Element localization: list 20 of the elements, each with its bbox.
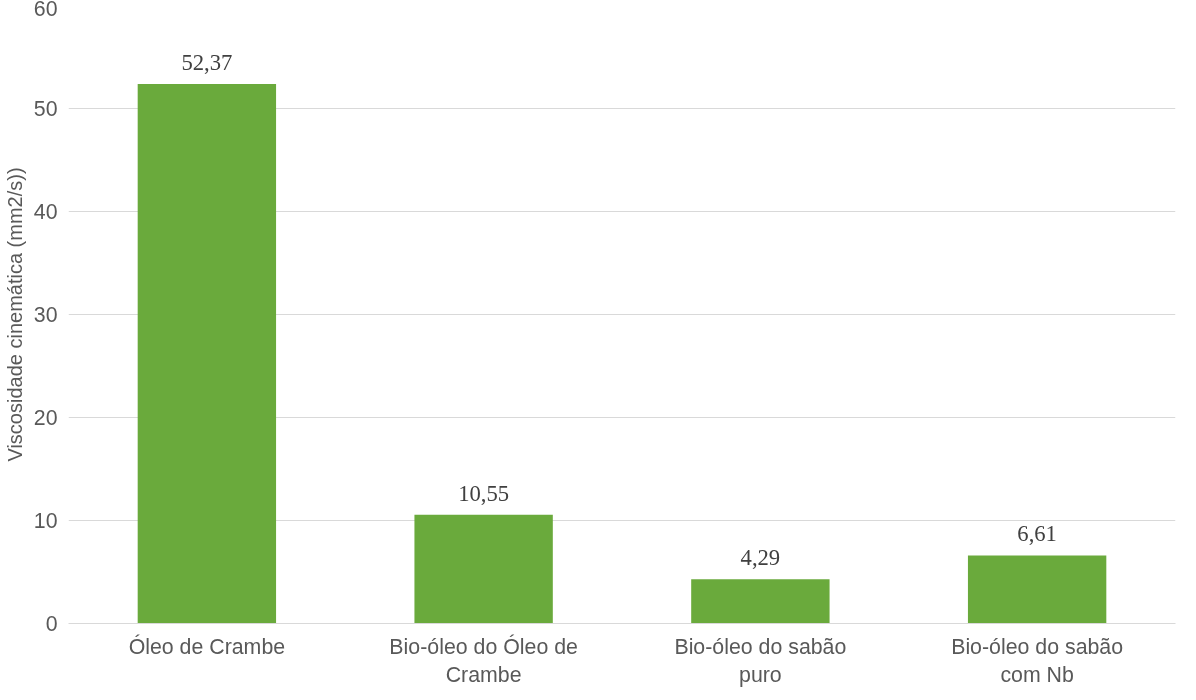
y-tick-label: 30 xyxy=(33,303,58,327)
x-tick-label: Bio-óleo do Óleo de Crambe xyxy=(389,633,578,688)
y-tick-label: 10 xyxy=(33,509,58,533)
bar xyxy=(691,579,830,624)
bar xyxy=(414,514,553,624)
data-label: 4,29 xyxy=(740,545,781,571)
y-axis-title: Viscosidade cinemática (mm2/s)) xyxy=(3,167,26,462)
y-tick-label: 0 xyxy=(45,612,58,636)
y-tick-label: 60 xyxy=(33,0,58,21)
data-label: 52,37 xyxy=(181,50,233,76)
y-tick-label: 40 xyxy=(33,200,58,224)
bar xyxy=(137,84,277,624)
x-tick-label: Bio-óleo do sabão puro xyxy=(674,634,847,688)
x-tick-label: Óleo de Crambe xyxy=(128,633,286,659)
x-tick-label: Bio-óleo do sabão com Nb xyxy=(951,634,1124,688)
y-tick-label: 50 xyxy=(33,97,58,121)
data-label: 10,55 xyxy=(458,480,510,506)
bar xyxy=(967,555,1107,624)
y-tick-label: 20 xyxy=(33,406,58,430)
data-label: 6,61 xyxy=(1017,521,1057,547)
